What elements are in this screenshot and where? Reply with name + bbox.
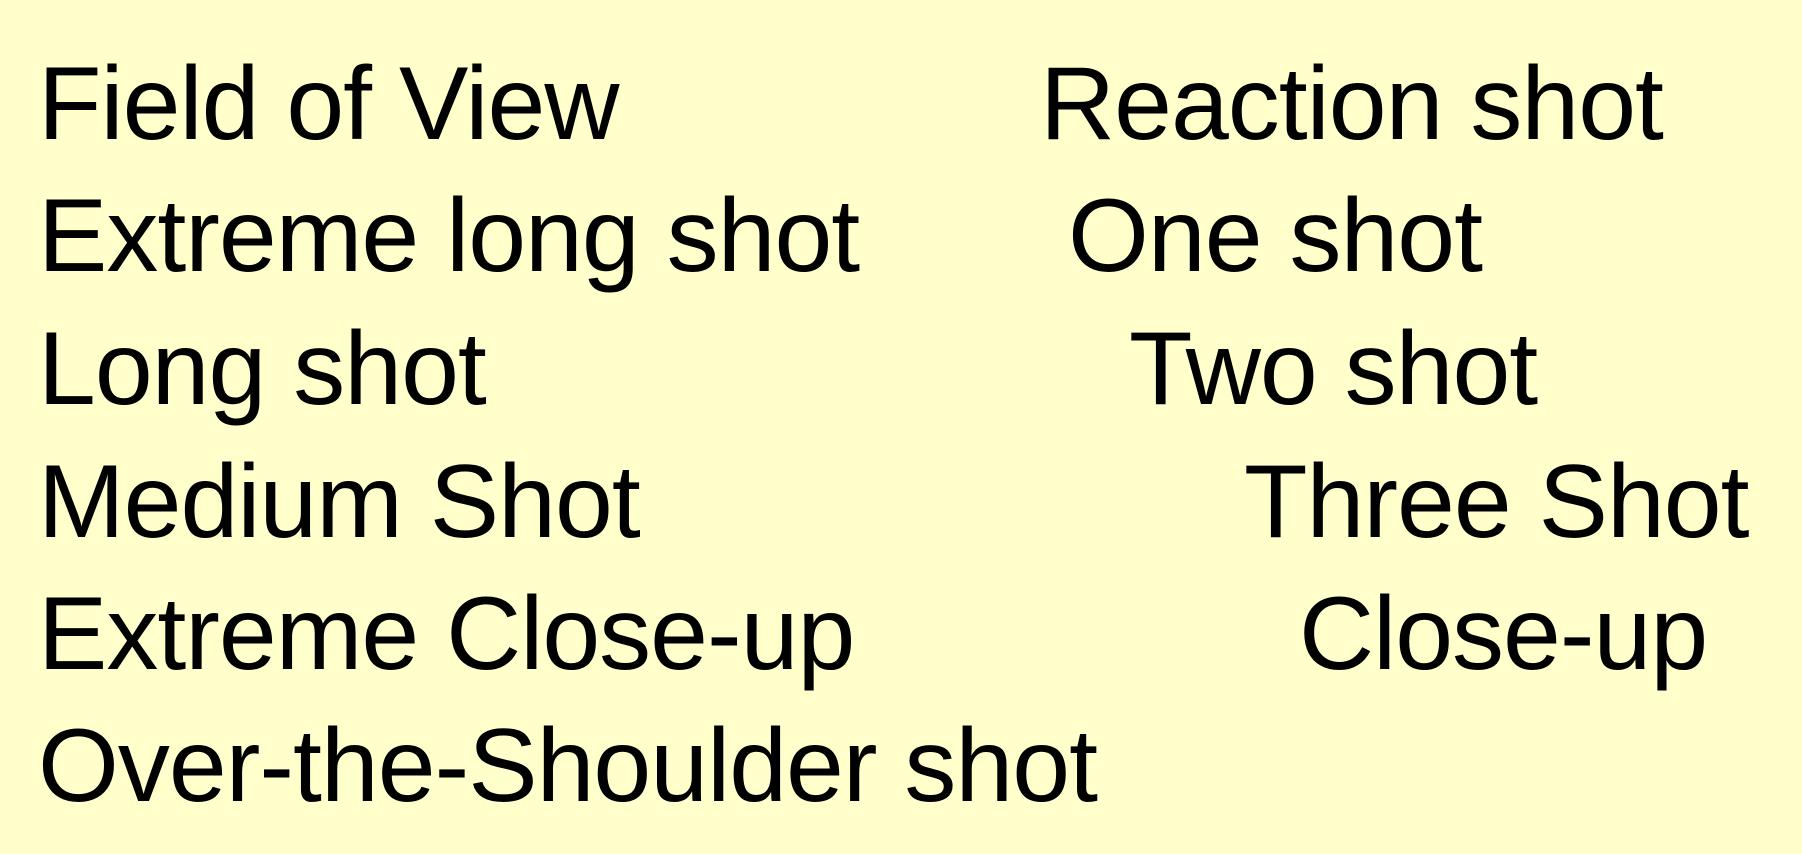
term-field-of-view: Field of View [38, 46, 619, 162]
term-three-shot: Three Shot [1244, 444, 1750, 560]
term-extreme-long-shot: Extreme long shot [38, 178, 860, 294]
term-extreme-close-up: Extreme Close-up [38, 576, 855, 692]
term-over-the-shoulder-shot: Over-the-Shoulder shot [38, 708, 1098, 824]
term-long-shot: Long shot [38, 311, 487, 427]
term-two-shot: Two shot [1129, 311, 1538, 427]
term-reaction-shot: Reaction shot [1040, 46, 1664, 162]
term-one-shot: One shot [1068, 178, 1483, 294]
term-close-up: Close-up [1299, 576, 1708, 692]
term-medium-shot: Medium Shot [38, 444, 641, 560]
